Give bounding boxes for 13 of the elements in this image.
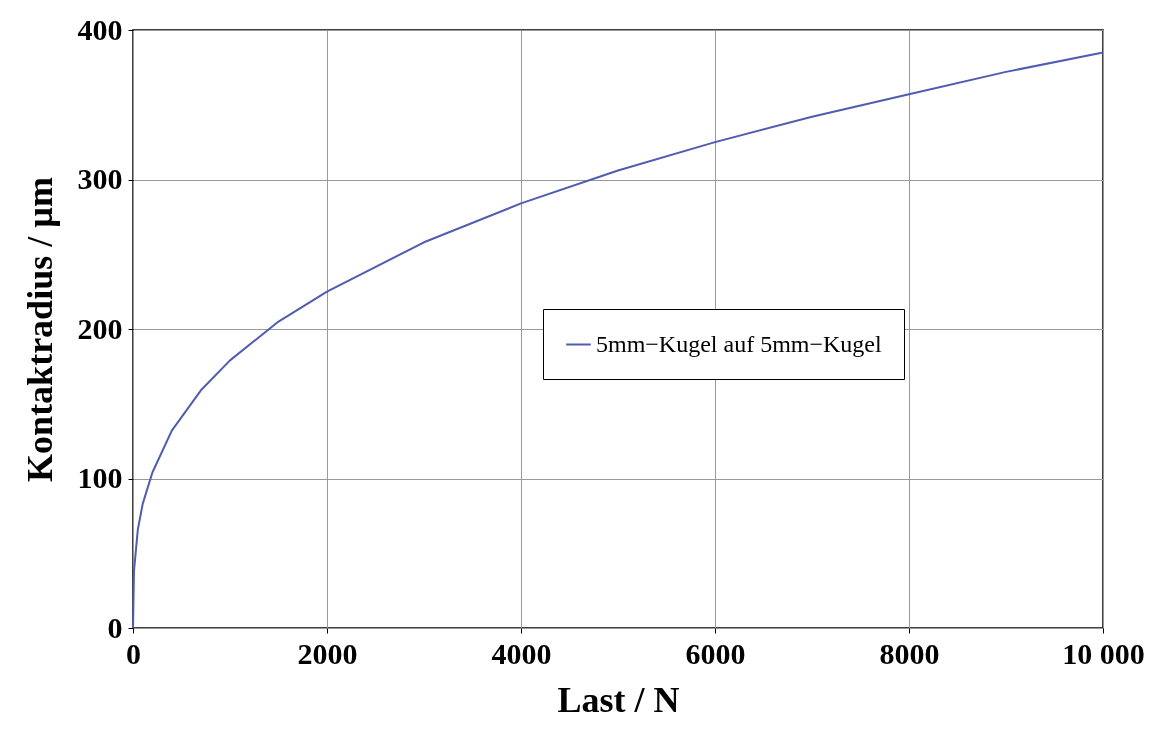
y-tick-label: 400 <box>77 12 123 46</box>
x-tick-label: 2000 <box>297 636 358 670</box>
y-tick-label: 0 <box>107 610 123 644</box>
y-tick-label: 300 <box>77 162 123 195</box>
x-tick-label: 4000 <box>491 636 552 670</box>
x-tick-label: 10 000 <box>1062 636 1145 670</box>
y-axis-title: Kontaktradius / µm <box>19 177 60 482</box>
legend-label: 5mm−Kugel auf 5mm−Kugel <box>596 330 883 357</box>
x-tick-label: 6000 <box>685 636 746 670</box>
y-tick-label: 100 <box>77 461 123 494</box>
x-axis-title: Last / N <box>557 679 680 720</box>
x-tick-label: 8000 <box>879 636 940 670</box>
y-tick-label: 200 <box>77 311 123 345</box>
